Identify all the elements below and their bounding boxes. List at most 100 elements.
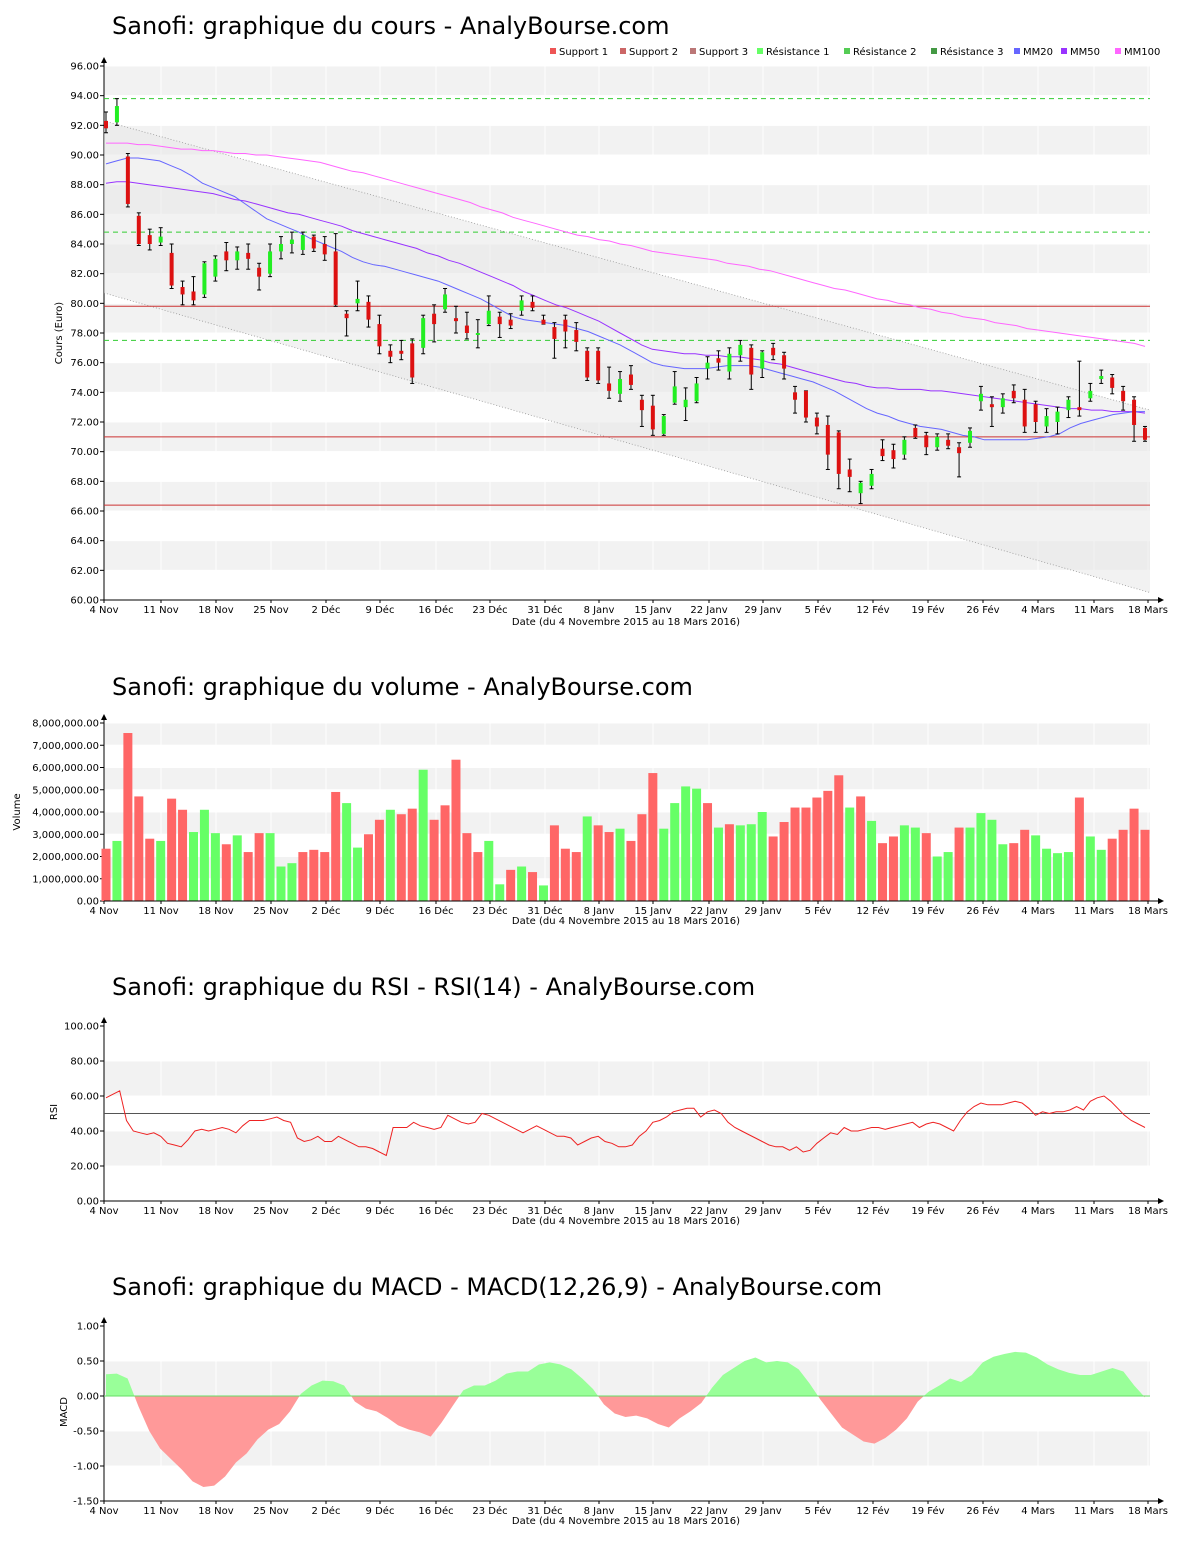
volume-bar [353, 847, 363, 901]
price-x-tick-label: 31 Déc [527, 604, 562, 616]
candle-body [672, 386, 677, 403]
price-candle [497, 311, 502, 338]
mm100-line [106, 142, 1146, 347]
volume-x-axis: 4 Nov 11 Nov 18 Nov 25 Nov 2 Déc 9 Déc 16 Déc 2… [89, 898, 1168, 917]
candle-body [432, 313, 437, 325]
price-band [104, 95, 1150, 126]
rsi-x-tick-label: 18 Nov [198, 1206, 234, 1217]
price-candle [563, 314, 568, 349]
candle-body [639, 399, 644, 411]
volume-x-tick-label: 31 Déc [527, 905, 562, 917]
rsi-y-tick-label: 100.00 [64, 1022, 99, 1033]
volume-bar [976, 813, 986, 901]
volume-bar [659, 828, 669, 901]
macd-x-tick-label: 18 Nov [198, 1506, 234, 1517]
candle-body [880, 448, 885, 457]
price-candle [661, 414, 666, 436]
price-x-tick-label: 29 Janv [744, 605, 781, 616]
volume-bar [954, 827, 964, 901]
price-candle [760, 350, 765, 378]
price-x-tick-label: 11 Nov [143, 605, 179, 616]
legend-item: Résistance 2 [844, 46, 916, 58]
candle-body [957, 447, 962, 454]
price-candle [333, 233, 338, 307]
price-candle [596, 347, 601, 384]
price-x-tick-label: 9 Déc [366, 604, 395, 616]
rsi-y-tick-label: 20.00 [70, 1162, 99, 1173]
price-x-tick-label: 16 Déc [418, 604, 453, 616]
rsi-y-tick-label: 80.00 [70, 1057, 99, 1068]
volume-y-tick-label: 2,000,000.00 [32, 852, 99, 863]
candle-body [847, 469, 852, 477]
macd-y-tick-label: -1.00 [73, 1462, 99, 1473]
candle-body [246, 252, 251, 259]
volume-y-axis: 0.00 1,000,000.00 2,000,000.00 3,000,000.00… [32, 714, 107, 908]
price-band [104, 540, 1150, 571]
legend-swatch [550, 48, 556, 54]
price-candle [574, 322, 579, 352]
rsi-x-tick-label: 8 Janv [584, 1206, 615, 1217]
volume-bar [145, 838, 155, 901]
rsi-x-tick-label: 19 Fév [911, 1205, 944, 1217]
price-candle [104, 111, 108, 134]
rsi-x-axis-arrow [1158, 1198, 1164, 1204]
price-candle [377, 314, 382, 355]
volume-x-tick-label: 12 Fév [856, 905, 889, 917]
price-x-tick-label: 18 Mars [1128, 605, 1168, 616]
price-candle [705, 356, 710, 380]
price-candle [136, 212, 141, 246]
volume-bar [156, 840, 166, 901]
volume-y-tick-label: 6,000,000.00 [32, 763, 99, 774]
rsi-x-tick-label: 22 Janv [690, 1206, 727, 1217]
price-y-tick-label: 72.00 [70, 418, 99, 429]
candle-body [497, 316, 502, 325]
price-candle [1088, 382, 1093, 402]
macd-negative-area [106, 1396, 1145, 1487]
candle-body [727, 353, 732, 372]
macd-x-tick-label: 23 Déc [472, 1505, 507, 1517]
legend-item: MM50 [1061, 47, 1100, 58]
volume-bar [210, 833, 220, 901]
candle-body [1000, 398, 1005, 408]
candle-body [453, 318, 458, 322]
volume-bar [1063, 852, 1073, 901]
candle-body [825, 424, 830, 455]
price-x-tick-label: 4 Nov [89, 605, 118, 616]
price-candle [213, 255, 218, 282]
volume-bar [637, 814, 647, 901]
price-candle [672, 371, 677, 405]
candle-body [1011, 390, 1016, 399]
volume-bar [735, 825, 745, 901]
rsi-band [104, 1131, 1150, 1166]
legend-item: Résistance 3 [931, 46, 1003, 58]
volume-x-tick-label: 18 Nov [198, 906, 234, 917]
candle-body [1066, 399, 1071, 411]
volume-bar [899, 825, 909, 901]
candle-body [858, 482, 863, 494]
rsi-x-tick-label: 12 Fév [856, 1205, 889, 1217]
price-candle [464, 311, 469, 340]
volume-chart: Sanofi: graphique du volume - AnalyBours… [12, 673, 1168, 927]
price-candle [114, 98, 119, 126]
candle-body [814, 417, 819, 427]
candle-body [716, 358, 721, 363]
volume-bar [440, 805, 450, 901]
rsi-x-tick-label: 9 Déc [366, 1205, 395, 1217]
price-candle [300, 231, 305, 255]
legend-item: MM20 [1014, 47, 1053, 58]
legend-label: Résistance 1 [766, 46, 829, 58]
candle-body [366, 301, 371, 320]
price-y-axis-label: Cours (Euro) [54, 302, 65, 365]
macd-y-tick-label: -1.50 [73, 1497, 99, 1508]
volume-bar [593, 825, 603, 901]
candle-body [1077, 407, 1082, 411]
volume-bar [287, 863, 297, 901]
price-candle [421, 314, 426, 355]
legend-item: Support 3 [690, 47, 748, 58]
volume-band [104, 789, 1150, 812]
volume-bar [1107, 838, 1117, 901]
volume-bar [692, 788, 702, 901]
volume-band [104, 723, 1150, 746]
volume-x-tick-label: 29 Janv [744, 906, 781, 917]
price-candle [1143, 425, 1147, 442]
